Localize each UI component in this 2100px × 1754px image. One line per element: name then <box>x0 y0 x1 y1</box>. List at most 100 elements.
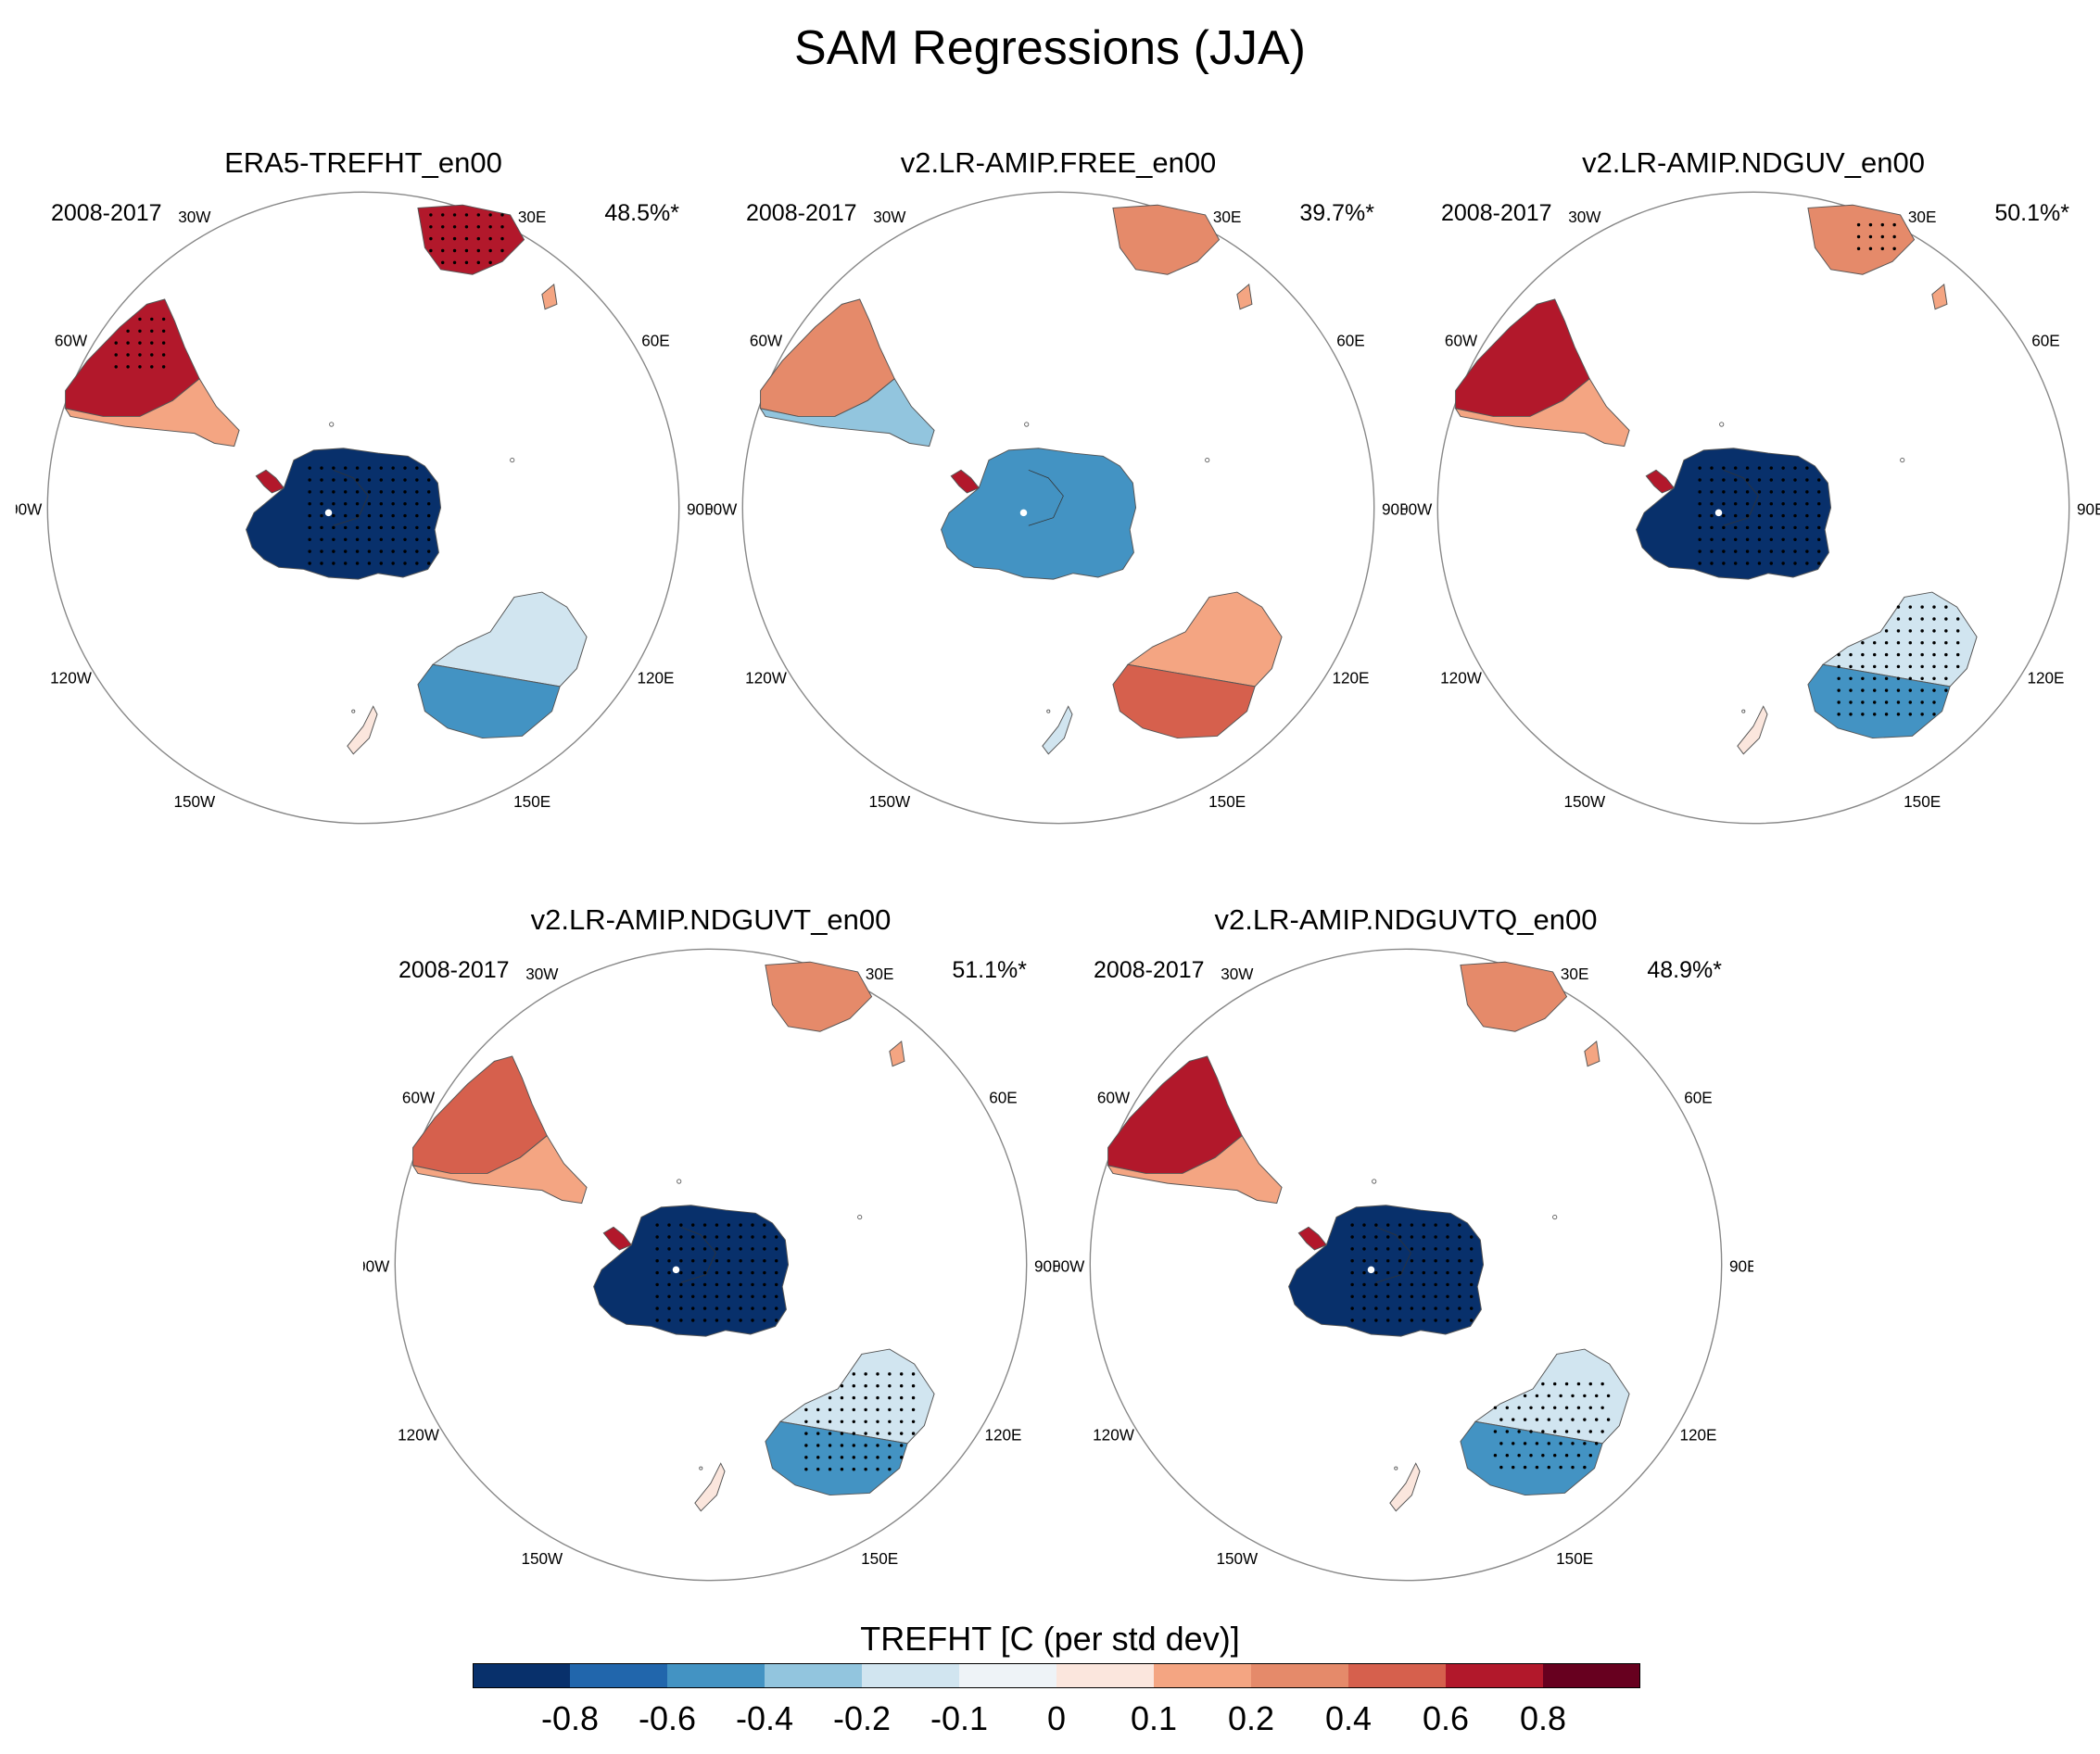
significance-dot <box>900 1432 904 1435</box>
significance-dot <box>452 225 457 229</box>
significance-dot <box>888 1384 892 1388</box>
significance-dot <box>1386 1259 1390 1263</box>
significance-dot <box>1745 525 1750 530</box>
significance-dot <box>1374 1282 1378 1287</box>
significance-dot <box>1710 478 1714 482</box>
significance-dot <box>1710 502 1714 506</box>
significance-dot <box>691 1223 695 1227</box>
significance-dot <box>379 513 383 518</box>
significance-dot <box>1920 713 1924 716</box>
significance-dot <box>739 1306 742 1310</box>
longitude-label: 150E <box>1904 792 1941 811</box>
significance-dot <box>1861 641 1865 645</box>
significance-dot <box>1446 1319 1449 1322</box>
significance-dot <box>1547 1442 1550 1445</box>
significance-dot <box>308 466 311 470</box>
significance-dot <box>476 236 480 241</box>
significance-dot <box>727 1319 730 1322</box>
significance-dot <box>763 1306 766 1310</box>
significance-dot <box>500 248 504 253</box>
significance-dot <box>828 1395 832 1400</box>
significance-dot <box>415 537 419 541</box>
significance-dot <box>1350 1247 1354 1251</box>
longitude-label: 90E <box>1034 1257 1058 1276</box>
significance-dot <box>379 478 383 482</box>
significance-dot <box>667 1270 671 1275</box>
significance-dot <box>1362 1319 1366 1322</box>
significance-dot <box>751 1294 754 1298</box>
significance-dot <box>1350 1282 1354 1287</box>
significance-dot <box>1547 1465 1550 1470</box>
significance-dot <box>1458 1247 1461 1251</box>
significance-dot <box>1559 1418 1562 1421</box>
significance-dot <box>1458 1223 1461 1227</box>
significance-dot <box>1849 688 1853 692</box>
significance-dot <box>1606 1394 1611 1398</box>
significance-dot <box>403 502 407 506</box>
significance-dot <box>403 466 407 470</box>
significance-dot <box>1908 664 1912 669</box>
significance-dot <box>1559 1442 1562 1445</box>
significance-dot <box>344 537 348 541</box>
significance-dot <box>1505 1454 1509 1457</box>
significance-dot <box>1517 1454 1521 1457</box>
significance-dot <box>1932 664 1936 669</box>
significance-dot <box>667 1282 671 1287</box>
significance-dot <box>1849 700 1853 704</box>
significance-dot <box>379 549 383 553</box>
colorbar-swatch <box>765 1663 862 1687</box>
significance-dot <box>1710 525 1714 530</box>
significance-dot <box>1805 525 1809 530</box>
longitude-label: 120W <box>1093 1426 1135 1445</box>
significance-dot <box>1805 478 1809 482</box>
significance-dot <box>1734 562 1738 565</box>
significance-dot <box>379 466 383 470</box>
significance-dot <box>1849 664 1853 669</box>
significance-dot <box>840 1456 844 1459</box>
colorbar-frame <box>473 1663 1640 1688</box>
south-pole-marker <box>1367 1266 1375 1274</box>
significance-dot <box>1920 652 1924 657</box>
significance-dot <box>911 1372 916 1376</box>
island-outline <box>329 422 335 427</box>
significance-dot <box>804 1420 808 1423</box>
significance-dot <box>429 225 433 229</box>
significance-dot <box>1781 549 1785 553</box>
significance-dot <box>355 549 360 553</box>
significance-dot <box>1535 1418 1539 1421</box>
island-outline <box>1205 458 1210 463</box>
significance-dot <box>355 562 360 565</box>
significance-dot <box>876 1420 879 1423</box>
significance-dot <box>1374 1247 1378 1251</box>
longitude-label: 120E <box>1679 1426 1716 1445</box>
colorbar-swatch <box>473 1663 570 1687</box>
significance-dot <box>1920 617 1924 621</box>
significance-dot <box>1446 1294 1449 1298</box>
significance-dot <box>1908 700 1912 704</box>
colorbar-swatch <box>1348 1663 1446 1687</box>
significance-dot <box>403 537 407 541</box>
significance-dot <box>828 1444 832 1447</box>
significance-dot <box>1745 466 1750 470</box>
significance-dot <box>1410 1282 1414 1287</box>
region-south_america_south <box>759 377 935 448</box>
significance-dot <box>1553 1430 1557 1433</box>
significance-dot <box>1410 1235 1414 1239</box>
significance-dot <box>702 1319 707 1322</box>
significance-dot <box>679 1306 683 1310</box>
significance-dot <box>655 1259 659 1263</box>
significance-dot <box>751 1270 754 1275</box>
significance-dot <box>1505 1406 1509 1409</box>
significance-dot <box>476 260 480 265</box>
longitude-label: 150W <box>173 792 216 811</box>
significance-dot <box>888 1444 892 1447</box>
figure-title: SAM Regressions (JJA) <box>794 21 1306 75</box>
significance-dot <box>691 1319 695 1322</box>
significance-dot <box>1571 1442 1575 1445</box>
significance-dot <box>1512 1418 1515 1421</box>
significance-dot <box>1470 1282 1474 1287</box>
significance-dot <box>1600 1406 1604 1409</box>
significance-dot <box>1398 1319 1402 1322</box>
significance-dot <box>441 225 445 229</box>
significance-dot <box>840 1384 844 1388</box>
